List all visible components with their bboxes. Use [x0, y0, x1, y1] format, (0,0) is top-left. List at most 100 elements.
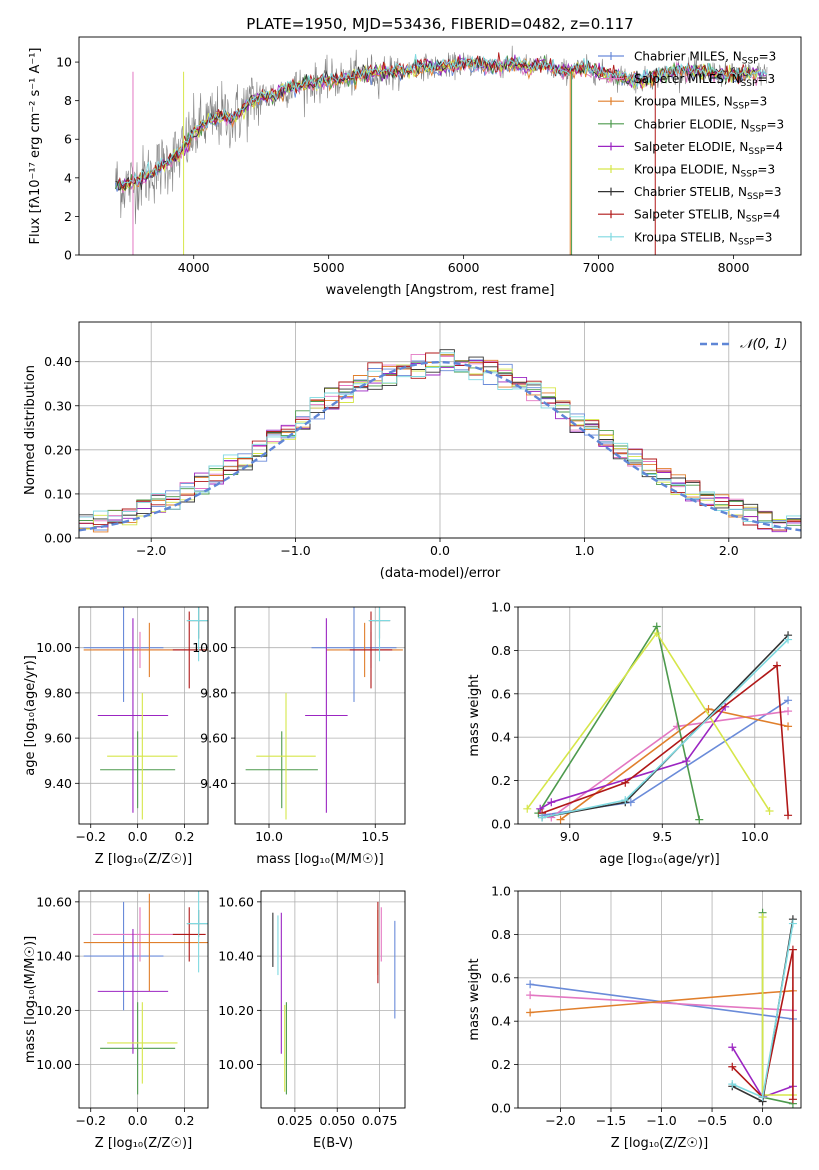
- error-bar-8: [349, 611, 393, 689]
- legend-model-name: Kroupa MILES: [634, 95, 716, 109]
- legend-nssp-eq: =: [757, 72, 767, 86]
- panel-weight-vs-age: 9.0 9.5 10.0 0.0 0.2 0.4 0.6 0.8 1.0 age [log₁₀(a…: [467, 600, 802, 867]
- x-tick-label: 9.5: [652, 829, 672, 844]
- y-axis-label: Flux [fλ10⁻¹⁷ erg cm⁻² s⁻¹ A⁻¹]: [28, 48, 43, 245]
- panel-spectrum: 4000 5000 6000 7000 8000 0 2 4 6 8 10 wavelength [A…: [28, 36, 802, 298]
- legend-nssp-eq: =: [755, 230, 765, 244]
- x-tick-label: 8000: [718, 260, 750, 275]
- y-tick-label: 1.0: [491, 884, 511, 899]
- series-point: [621, 778, 630, 787]
- error-bar-6: [107, 1002, 178, 1084]
- legend-nssp-sub: SSP: [746, 215, 763, 225]
- y-tick-label: 9.40: [200, 776, 228, 791]
- axes-frame: [78, 606, 209, 825]
- y-tick-label: 9.80: [44, 685, 72, 700]
- x-tick-label: −1.0: [280, 543, 310, 558]
- legend-nssp-value: 3: [774, 185, 782, 199]
- plot-area-spectrum: [114, 45, 768, 255]
- legend-nssp-value: 3: [760, 95, 768, 109]
- x-tick-label: 0.0: [430, 543, 450, 558]
- error-bar-8: [172, 907, 206, 962]
- y-tick-label: 0.4: [491, 730, 511, 745]
- y-tick-label: 8: [64, 93, 72, 108]
- legend-nssp-sub: SSP: [733, 102, 750, 112]
- y-tick-label: 6: [64, 132, 72, 147]
- error-bar-1: [83, 901, 164, 1011]
- legend-nssp-sub: SSP: [741, 170, 758, 180]
- plot-area-age-vs-mass: [245, 607, 403, 820]
- axes-frame: [78, 36, 802, 256]
- legend-nssp-eq: =: [759, 50, 769, 64]
- x-axis-label: wavelength [Angstrom, rest frame]: [326, 283, 555, 298]
- legend-nssp-sub: SSP: [738, 237, 755, 247]
- legend-nssp-value: 4: [773, 208, 781, 222]
- legend-nssp-eq: =: [763, 208, 773, 222]
- series-point: [695, 815, 704, 824]
- legend-nssp-prefix: , N: [730, 185, 747, 199]
- error-bar-1: [83, 607, 164, 702]
- series-point: [538, 813, 547, 822]
- x-tick-label: 0.0: [128, 1113, 148, 1128]
- y-tick-label: 0.2: [491, 1057, 511, 1072]
- legend-nssp-prefix: , N: [729, 208, 746, 222]
- error-bar-1: [311, 607, 397, 702]
- y-axis-label: mass weight: [467, 674, 482, 756]
- x-tick-label: −2.0: [136, 543, 166, 558]
- error-bar-9: [186, 891, 208, 973]
- figure-title: PLATE=1950, MJD=53436, FIBERID=0482, z=0…: [246, 15, 633, 33]
- legend-entry: Salpeter ELODIE, NSSP=4: [634, 140, 783, 157]
- series-point: [765, 806, 774, 815]
- plot-area-weight-vs-age: [523, 622, 793, 824]
- plot-area-mass-vs-z: [83, 891, 208, 1095]
- x-tick-label: −1.0: [646, 1113, 676, 1128]
- x-tick-label: −1.5: [596, 1113, 626, 1128]
- series-point: [728, 1043, 737, 1052]
- series-point: [728, 1062, 737, 1071]
- y-tick-label: 1.0: [491, 600, 511, 615]
- series-point: [758, 1093, 767, 1102]
- series-point: [536, 804, 545, 813]
- y-tick-label: 10.00: [192, 640, 228, 655]
- legend-nssp-value: 3: [777, 117, 785, 131]
- x-tick-label: 0.0: [128, 829, 148, 844]
- series-point: [526, 991, 535, 1000]
- series-point: [728, 1080, 737, 1089]
- x-tick-label: 10.5: [361, 829, 389, 844]
- series-line-2: [530, 994, 793, 1012]
- y-tick-label: 9.60: [44, 731, 72, 746]
- y-tick-label: 10.00: [218, 1057, 254, 1072]
- y-tick-label: 0.00: [44, 531, 72, 546]
- x-tick-label: 0.2: [175, 1113, 195, 1128]
- series-point: [526, 1008, 535, 1017]
- panel-weight-vs-z: −2.0 −1.5 −1.0 −0.5 0.0 0.0 0.2 0.4 0.6 0.8 1.0 Z […: [467, 884, 802, 1151]
- legend-nssp-value: 4: [775, 140, 783, 154]
- plot-area-residuals: [79, 349, 801, 538]
- error-bar-4: [100, 731, 176, 809]
- legend-nssp-value: 3: [765, 230, 773, 244]
- series-point: [621, 796, 630, 805]
- y-axis-label: Normed distribution: [23, 365, 38, 495]
- legend: 𝒩(0, 1): [700, 337, 787, 352]
- legend-model-name: Chabrier MILES: [634, 50, 725, 64]
- x-axis-label: E(B-V): [313, 1136, 353, 1151]
- legend-entry: Kroupa ELODIE, NSSP=3: [634, 163, 775, 180]
- legend-model-name: Chabrier STELIB: [634, 185, 730, 199]
- legend-nssp-prefix: , N: [724, 72, 741, 86]
- x-tick-label: 0.025: [277, 1113, 313, 1128]
- series-point: [526, 980, 535, 989]
- y-tick-label: 9.40: [44, 776, 72, 791]
- x-tick-label: 0.2: [175, 829, 195, 844]
- error-bar-6: [256, 692, 316, 820]
- axes-frame: [260, 890, 406, 1109]
- series-point: [523, 804, 532, 813]
- y-tick-label: 0.0: [491, 1101, 511, 1116]
- y-tick-label: 0.0: [491, 817, 511, 832]
- x-tick-label: 9.0: [560, 829, 580, 844]
- series-point: [784, 707, 793, 716]
- legend-nssp-prefix: , N: [721, 230, 738, 244]
- legend-nssp-value: 3: [769, 50, 777, 64]
- legend-nssp-sub: SSP: [750, 124, 767, 134]
- y-tick-label: 0.6: [491, 970, 511, 985]
- legend-model-name: Kroupa STELIB: [634, 230, 721, 244]
- x-axis-label: (data-model)/error: [380, 566, 501, 581]
